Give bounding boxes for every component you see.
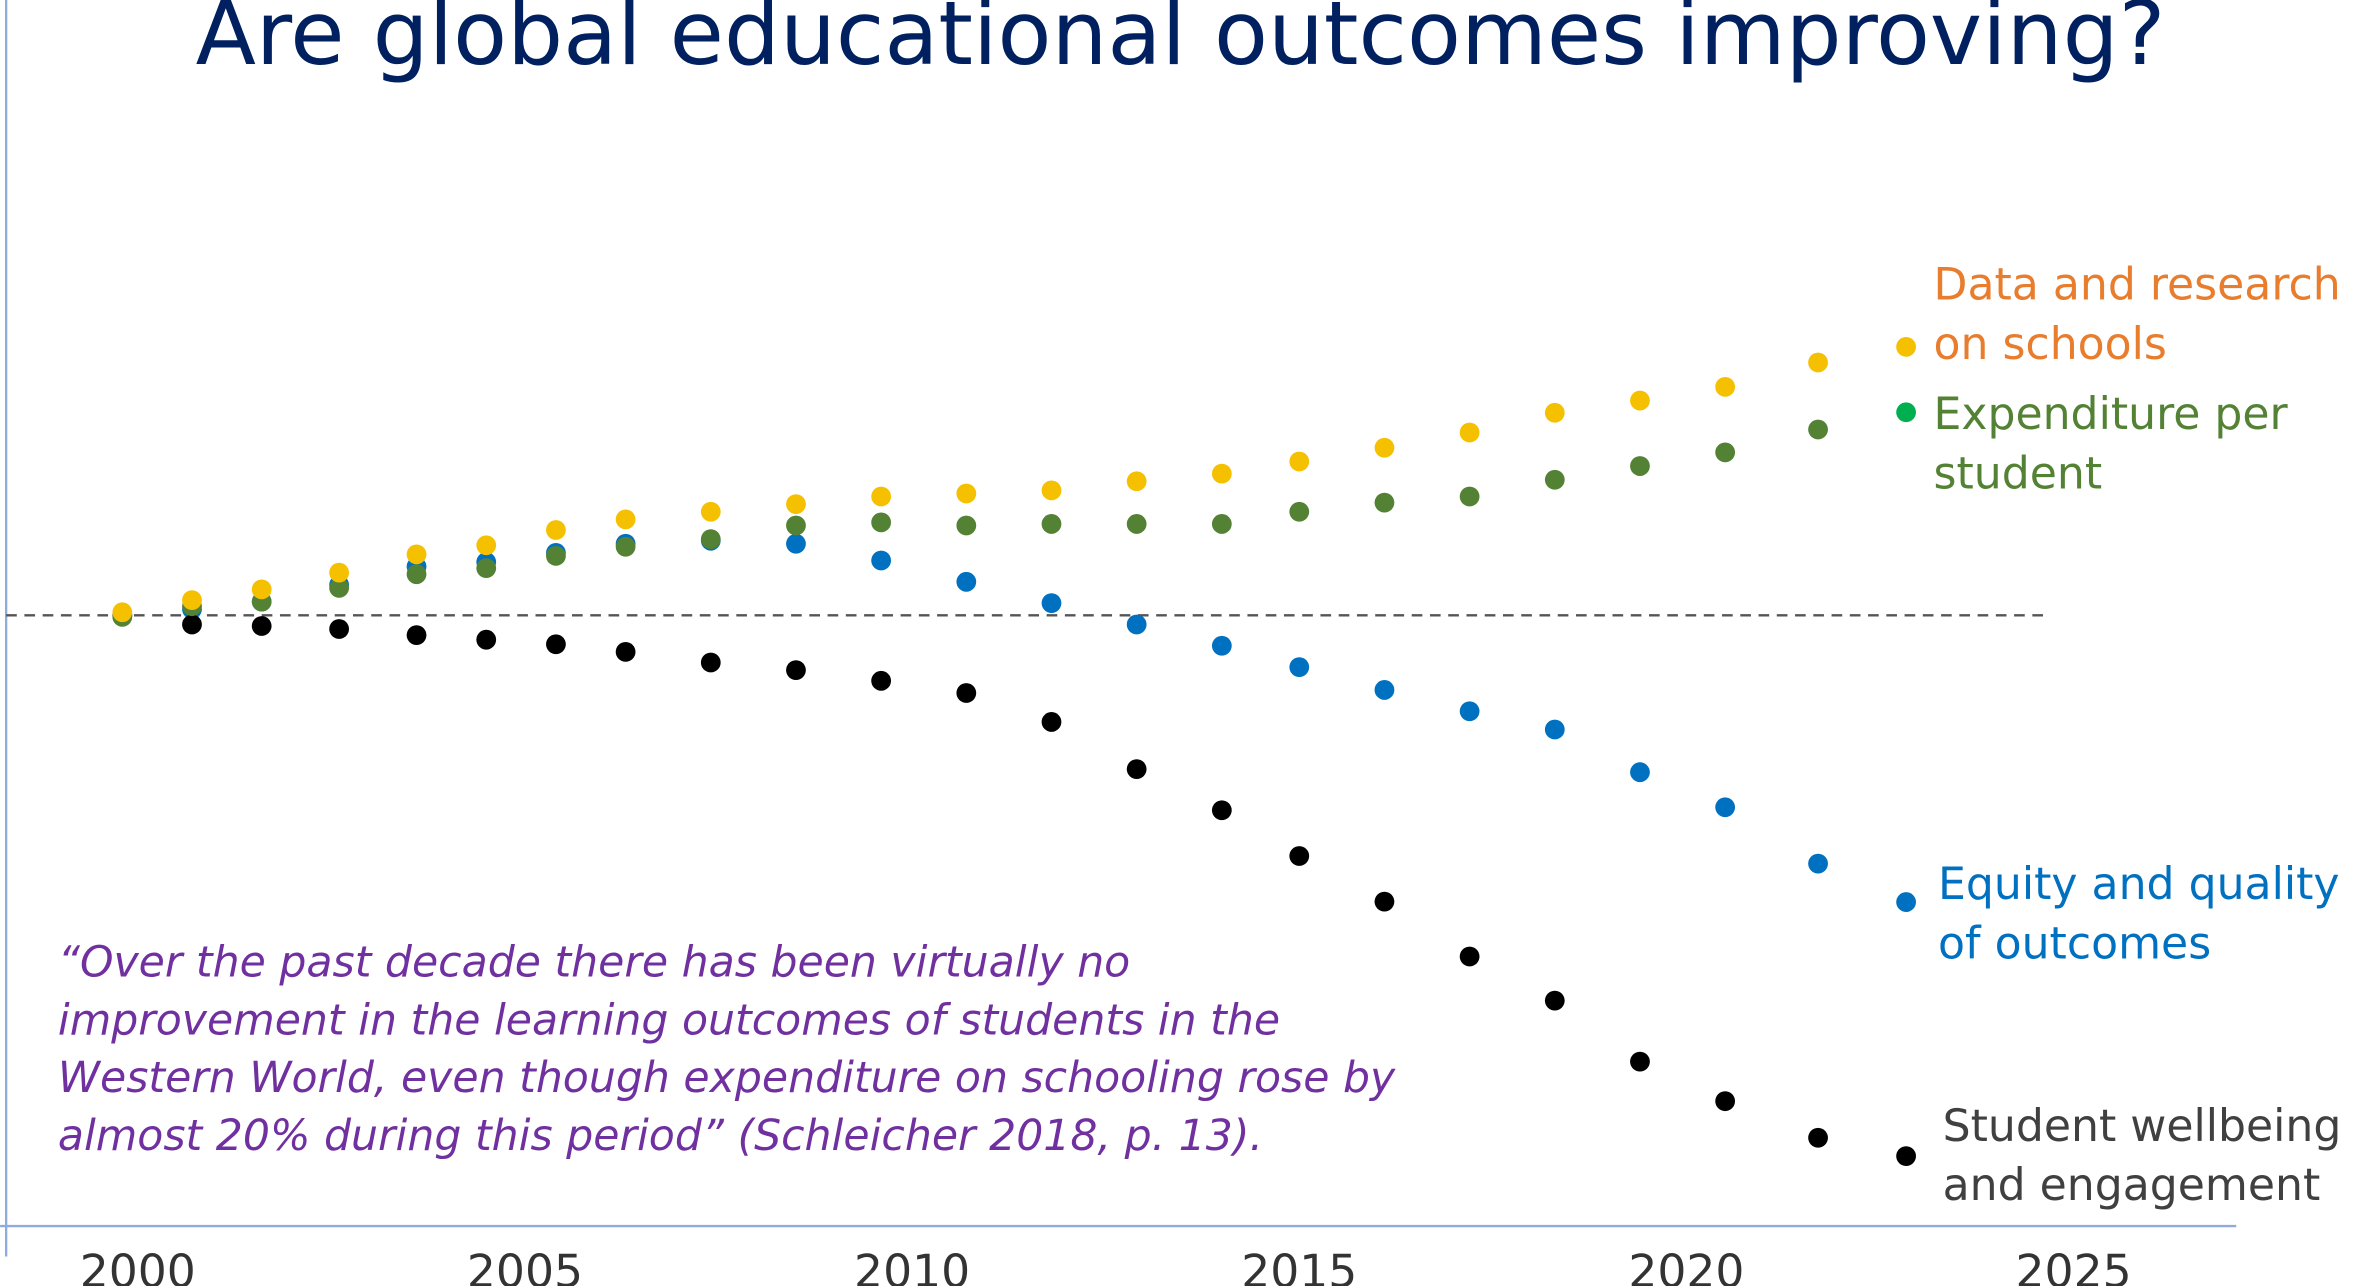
data-point [1374, 492, 1395, 513]
data-point [1374, 891, 1395, 912]
data-point [476, 535, 497, 556]
data-point [1211, 514, 1232, 534]
data-point [1289, 846, 1310, 866]
data-point [786, 660, 806, 681]
data-point [1544, 990, 1565, 1011]
data-point [1041, 480, 1062, 501]
data-point [1126, 514, 1147, 534]
data-point [956, 571, 977, 592]
data-point [1459, 486, 1480, 507]
data-point [871, 486, 892, 507]
data-point [182, 614, 202, 635]
legend-marker [1896, 402, 1916, 423]
x-tick-label: 2020 [1628, 1245, 1744, 1286]
data-point [871, 670, 892, 691]
data-point [1715, 1091, 1736, 1112]
annotation: “Over the past decade there has been vir… [57, 937, 1396, 1161]
data-point [1544, 719, 1565, 740]
annotation-box: “Over the past decade there has been vir… [57, 937, 1396, 1161]
x-tick-label: 2000 [80, 1245, 196, 1286]
data-point [1808, 419, 1828, 440]
legend-label: Expenditure per student [1933, 387, 2288, 499]
x-tick-label: 2025 [2016, 1245, 2132, 1286]
data-point [1289, 501, 1310, 522]
data-point [1630, 1051, 1650, 1072]
x-tick-label: 2010 [854, 1245, 970, 1286]
data-point [700, 529, 721, 550]
data-point [1211, 800, 1232, 821]
data-point [1808, 853, 1828, 874]
data-point [1459, 701, 1480, 722]
legend-marker [1896, 1146, 1916, 1166]
data-point [700, 652, 721, 673]
data-point [1459, 946, 1480, 967]
data-point [1041, 712, 1062, 732]
data-point [700, 501, 721, 522]
data-point [1630, 390, 1650, 411]
data-point [546, 546, 566, 566]
data-point [476, 558, 497, 578]
legend-label: Student wellbeing and engagement [1942, 1099, 2342, 1211]
data-point [406, 625, 427, 646]
data-point [1715, 797, 1736, 818]
legend-label-box: Equity and quality of outcomes [1938, 857, 2340, 969]
legend-marker [1896, 892, 1916, 912]
data-point [786, 494, 806, 515]
data-point [956, 515, 977, 536]
data-point [1211, 463, 1232, 484]
data-point [1041, 514, 1062, 534]
data-point [406, 564, 427, 585]
data-point [546, 520, 566, 540]
x-tick-label: 2015 [1241, 1245, 1357, 1286]
data-point [1715, 376, 1736, 397]
data-point [871, 550, 892, 571]
data-point [1126, 471, 1147, 492]
data-point [615, 641, 636, 662]
data-point [1289, 657, 1310, 677]
data-point [871, 512, 892, 533]
data-point [476, 629, 497, 650]
data-point [956, 683, 977, 703]
data-point [1041, 593, 1062, 614]
legend-label: Equity and quality of outcomes [1938, 857, 2340, 969]
data-point [546, 634, 566, 655]
x-tick-label: 2005 [467, 1245, 583, 1286]
data-point [182, 590, 202, 610]
data-point [251, 579, 272, 600]
data-point [615, 536, 636, 557]
legend-marker [1896, 336, 1916, 357]
data-point [329, 578, 349, 598]
data-point [406, 544, 427, 565]
data-point [786, 515, 806, 536]
data-point [1211, 635, 1232, 656]
data-point [956, 483, 977, 504]
data-point [1289, 451, 1310, 472]
chart-title: Are global educational outcomes improvin… [196, 0, 2166, 85]
data-point [1808, 1127, 1828, 1148]
data-point [1126, 614, 1147, 635]
data-point [1715, 442, 1736, 463]
data-point [1544, 402, 1565, 423]
data-point [1808, 352, 1828, 373]
data-point [1630, 456, 1650, 476]
data-point [329, 619, 349, 639]
data-point [1374, 680, 1395, 700]
data-point [251, 616, 272, 636]
data-point [1544, 469, 1565, 490]
data-point [1459, 422, 1480, 443]
legend-label-box: Student wellbeing and engagement [1942, 1099, 2342, 1211]
legend-label-box: Expenditure per student [1933, 387, 2288, 499]
data-point [786, 533, 806, 554]
legend-label: Data and research on schools [1933, 258, 2341, 370]
data-point [1374, 437, 1395, 458]
data-point [1630, 762, 1650, 783]
data-point [329, 562, 349, 583]
data-point [1126, 759, 1147, 780]
data-point [615, 509, 636, 530]
data-point [112, 602, 133, 623]
legend-label-box: Data and research on schools [1933, 258, 2341, 370]
